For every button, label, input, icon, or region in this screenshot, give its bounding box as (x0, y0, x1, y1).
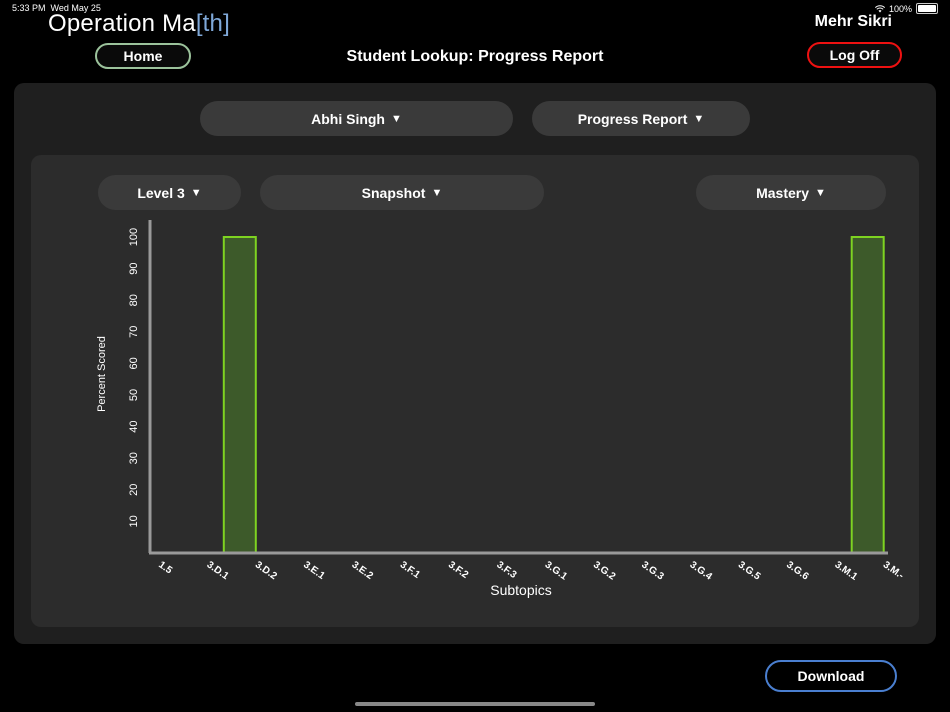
y-tick-label: 70 (128, 326, 140, 338)
x-tick-label: 3.G.3 (639, 559, 666, 582)
y-tick-label: 50 (128, 389, 140, 401)
x-tick-label: 3.D.2 (253, 559, 279, 582)
app-logo: Operation Ma[th] (48, 10, 230, 37)
x-tick-label: 3.F.3 (494, 559, 518, 581)
x-tick-label: 3.F.1 (398, 559, 422, 581)
wifi-icon (874, 4, 885, 12)
y-tick-label: 10 (128, 515, 140, 527)
y-tick-label: 60 (128, 357, 140, 369)
x-tick-label: 3.G.2 (591, 559, 618, 582)
x-tick-label: 3.E.1 (301, 559, 327, 582)
y-axis-label: Percent Scored (96, 336, 108, 412)
caret-down-icon: ▼ (693, 112, 705, 125)
x-tick-label: 1.5 (156, 559, 174, 576)
status-right: 100% (874, 3, 938, 14)
caret-down-icon: ▼ (391, 112, 402, 125)
y-tick-label: 100 (128, 228, 140, 246)
home-indicator (355, 702, 595, 706)
student-dropdown[interactable]: Abhi Singh ▼ (200, 101, 513, 136)
report-type-dropdown[interactable]: Progress Report ▼ (532, 101, 750, 136)
y-tick-label: 40 (128, 420, 140, 432)
battery-percent: 100% (888, 3, 912, 14)
y-tick-label: 30 (128, 452, 140, 464)
chart-panel (31, 155, 919, 627)
x-tick-label: 3.D.1 (205, 559, 231, 582)
bar (850, 236, 885, 554)
battery-icon (916, 3, 938, 14)
bar (222, 236, 257, 554)
y-tick-label: 90 (128, 262, 140, 274)
home-button[interactable]: Home (95, 43, 191, 69)
x-tick-label: 3.E.2 (349, 559, 375, 582)
x-axis-label: Subtopics (490, 582, 551, 598)
caret-down-icon: ▼ (815, 186, 826, 199)
metric-dropdown[interactable]: Mastery ▼ (696, 175, 886, 210)
page-title: Student Lookup: Progress Report (346, 48, 604, 65)
status-time: 5:33 PM Wed May 25 (12, 3, 101, 13)
x-tick-label: 3.G.5 (736, 559, 763, 582)
level-dropdown[interactable]: Level 3 ▼ (98, 175, 241, 210)
x-tick-label: 3.F.2 (446, 559, 470, 581)
x-tick-label: 3.G.1 (543, 559, 570, 582)
x-tick-label: 3.M.1 (832, 559, 859, 583)
y-tick-label: 20 (128, 484, 140, 496)
log-off-button[interactable]: Log Off (807, 42, 902, 68)
caret-down-icon: ▼ (190, 186, 202, 199)
caret-down-icon: ▼ (431, 186, 443, 199)
download-button[interactable]: Download (765, 660, 897, 692)
x-tick-label: 3.G.6 (784, 559, 811, 582)
x-tick-label: 3.M.- (881, 559, 906, 581)
user-name: Mehr Sikri (814, 13, 892, 30)
y-tick-label: 80 (128, 294, 140, 306)
x-tick-label: 3.G.4 (688, 559, 715, 582)
view-dropdown[interactable]: Snapshot ▼ (260, 175, 544, 210)
